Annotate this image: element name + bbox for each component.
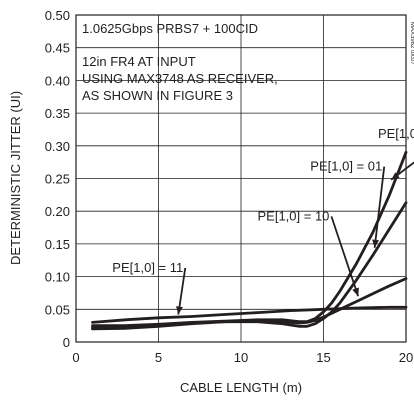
- series-arrowhead-pe-1-0-11: [176, 306, 183, 315]
- y-tick-label: 0.35: [45, 106, 70, 121]
- grid: [76, 15, 406, 342]
- series-label-pe-1-0-11: PE[1,0] = 11: [112, 260, 183, 275]
- annotation-line-2: 12in FR4 AT INPUT: [82, 54, 196, 69]
- annotation-line-4: AS SHOWN IN FIGURE 3: [82, 88, 233, 103]
- x-tick-label: 5: [155, 350, 162, 365]
- x-tick-label: 10: [234, 350, 248, 365]
- series-label-pe-1-0-00: PE[1,0] = 00: [378, 126, 414, 141]
- y-tick-label: 0.45: [45, 41, 70, 56]
- series-curves: [91, 150, 408, 331]
- y-tick-label: 0.25: [45, 172, 70, 187]
- corner-id: MAX3982 toc07: [409, 22, 414, 65]
- x-tick-label: 15: [316, 350, 330, 365]
- series-arrowhead-pe-1-0-00: [391, 172, 400, 180]
- y-tick-label: 0.40: [45, 73, 70, 88]
- y-tick-label: 0.15: [45, 237, 70, 252]
- x-tick-label: 20: [399, 350, 413, 365]
- y-tick-label: 0.20: [45, 204, 70, 219]
- y-axis-label: DETERMINISTIC JITTER (UI): [8, 91, 23, 265]
- plot-frame: [75, 14, 407, 343]
- series-leader-pe-1-0-10: [330, 216, 360, 297]
- series-leader-pe-1-0-00: [390, 161, 414, 181]
- series-leader-pe-1-0-01: [373, 166, 386, 248]
- series-arrowhead-pe-1-0-10: [352, 287, 359, 297]
- annotation-line-3: USING MAX3748 AS RECEIVER,: [82, 71, 278, 86]
- series-line-pe-1-0-11: [91, 305, 408, 324]
- annotation-line-1: 1.0625Gbps PRBS7 + 100CID: [82, 21, 258, 36]
- x-tick-label: 0: [72, 350, 79, 365]
- series-arrowhead-pe-1-0-01: [372, 239, 380, 248]
- x-tick-labels: 0 5 10 15 20: [72, 350, 413, 365]
- series-line-pe-1-0-10: [91, 277, 408, 329]
- y-tick-label: 0.05: [45, 302, 70, 317]
- y-tick-label: 0.30: [45, 139, 70, 154]
- series-labels: PE[1,0] = 00 PE[1,0] = 01 PE[1,0] = 10 PE[1…: [112, 126, 414, 315]
- y-tick-label: 0.10: [45, 270, 70, 285]
- y-tick-label: 0: [63, 335, 70, 350]
- x-axis-label: CABLE LENGTH (m): [180, 380, 302, 395]
- y-tick-label: 0.50: [45, 8, 70, 23]
- series-label-pe-1-0-10: PE[1,0] = 10: [258, 208, 330, 223]
- y-tick-labels: 0 0.05 0.10 0.15 0.20 0.25 0.30 0.35 0.40 0.45 0.5…: [45, 8, 70, 350]
- series-label-pe-1-0-01: PE[1,0] = 01: [310, 159, 382, 174]
